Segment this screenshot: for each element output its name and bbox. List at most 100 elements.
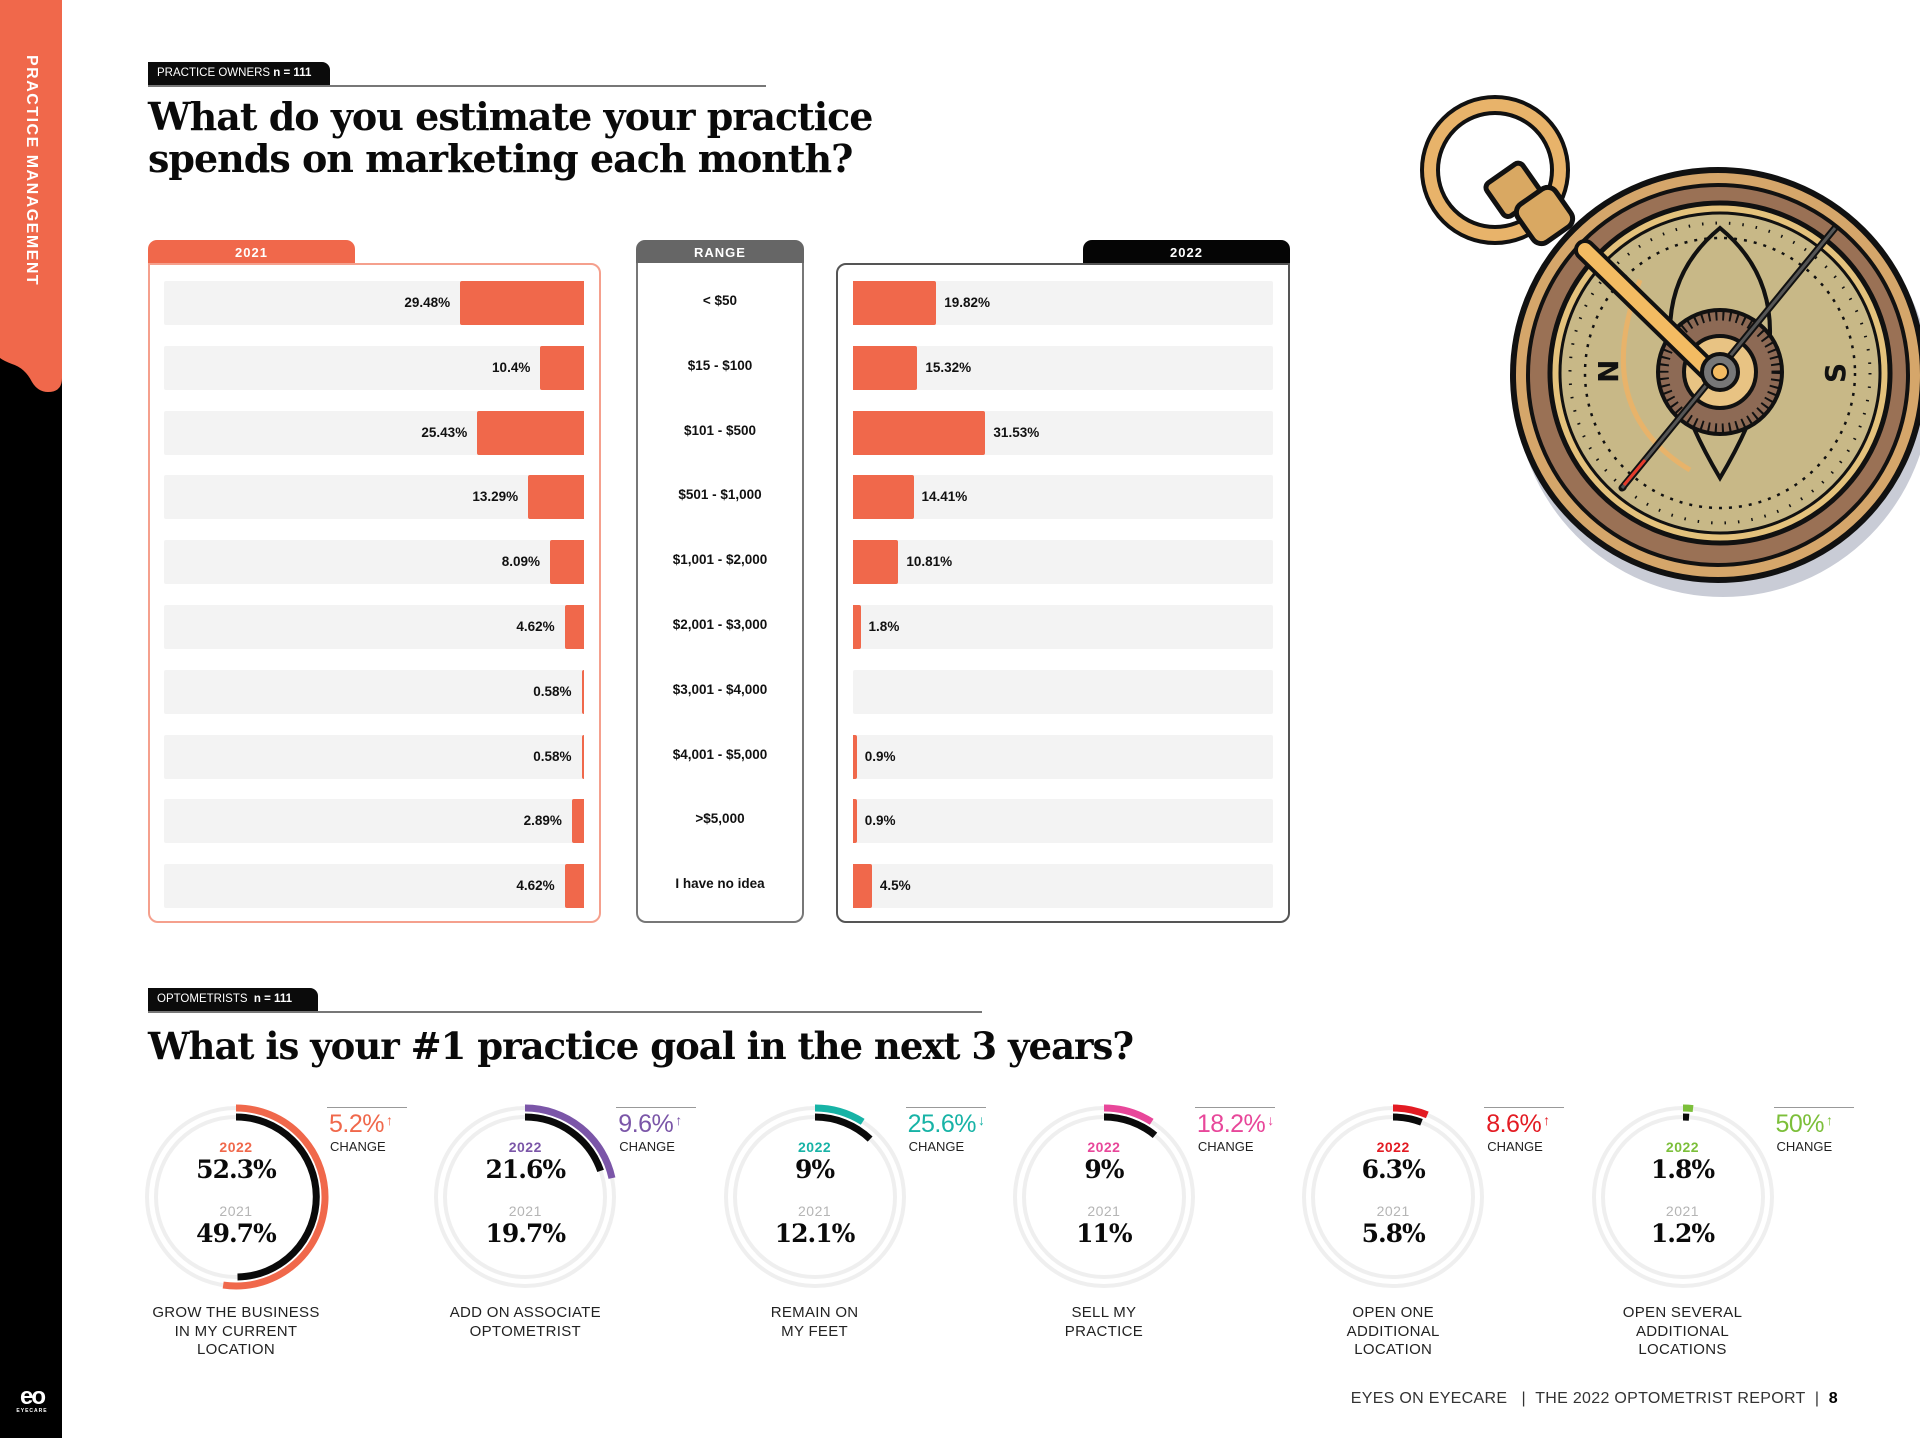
tag-n: n = 111 — [273, 67, 312, 79]
bar-track-2021: 25.43% — [164, 410, 584, 455]
section-rule — [148, 85, 766, 87]
change-value: 50% ↑ — [1775, 1110, 1834, 1139]
goal-donut: 2022 9% 2021 11% — [1004, 1097, 1204, 1297]
bar-2021 — [581, 734, 584, 779]
bar-track-2021: 10.4% — [164, 345, 584, 390]
footer-separator: | — [1814, 1390, 1820, 1407]
change-label: CHANGE — [1197, 1139, 1254, 1154]
change-percent: 8.6% — [1486, 1110, 1542, 1138]
value-2021: 12.1% — [774, 1219, 856, 1248]
goal-label: REMAIN ON MY FEET — [695, 1304, 935, 1341]
bar-label-2021: 4.62% — [516, 878, 555, 894]
year-2022-label: 2022 — [1665, 1139, 1700, 1155]
arc-2022 — [1393, 1104, 1429, 1119]
range-label: $3,001 - $4,000 — [672, 681, 768, 697]
goal-label-line: MY FEET — [781, 1322, 849, 1340]
value-2021: 19.7% — [485, 1219, 566, 1248]
change-percent: 25.6% — [907, 1110, 977, 1138]
year-2021-label: 2021 — [1376, 1203, 1410, 1219]
change-label: CHANGE — [908, 1139, 965, 1154]
bar-track-2021: 4.62% — [164, 605, 584, 649]
bar-label-2021: 8.09% — [501, 554, 541, 570]
bar-label-2021: 0.58% — [533, 748, 572, 764]
bar-label-2022: 0.9% — [864, 748, 896, 764]
arc-2022 — [525, 1104, 616, 1179]
bar-label-2021: 13.29% — [472, 489, 519, 505]
arc-2021 — [1393, 1113, 1423, 1126]
goal-label: SELL MY PRACTICE — [984, 1304, 1224, 1341]
change-rule — [1773, 1107, 1854, 1108]
tab-2021: 2021 — [148, 240, 355, 263]
year-2021-label: 2021 — [798, 1203, 832, 1219]
arrow-up-icon: ↑ — [1543, 1112, 1550, 1128]
donut-svg — [723, 1104, 906, 1288]
arc-2021 — [1103, 1113, 1158, 1139]
arrow-up-icon: ↑ — [385, 1112, 393, 1128]
change-label: CHANGE — [1776, 1139, 1833, 1154]
bar-2022 — [853, 410, 986, 455]
goal-label-line: OPTOMETRIST — [469, 1322, 581, 1340]
section-tag-optometrists: OPTOMETRISTS n = 111 — [148, 988, 318, 1011]
range-label: $2,001 - $3,000 — [672, 617, 768, 632]
bar-label-2022: 0.9% — [864, 813, 896, 829]
compass-s-letter: S — [1819, 363, 1852, 383]
panel-2021: 29.48% 10.4% 25.43% 13.29% 8.09% 4.62% 0.58% 0.… — [148, 263, 601, 923]
bar-track-2021: 8.09% — [164, 540, 584, 585]
value-2022: 52.3% — [196, 1155, 277, 1184]
goal-label-line: OPEN ONE — [1352, 1304, 1434, 1321]
bar-label-2022: 4.5% — [879, 878, 911, 894]
bar-label-2022: 14.41% — [921, 489, 968, 505]
logo-subtext: EYECARE — [16, 1408, 48, 1414]
arrow-down-icon: ↓ — [977, 1112, 985, 1128]
sidebar: PRACTICE MANAGEMENT eo EYECARE — [0, 0, 62, 1438]
bar-track-2021: 0.58% — [164, 669, 584, 714]
range-label: $501 - $1,000 — [678, 487, 762, 503]
change-percent: 50% — [1775, 1110, 1825, 1138]
change-percent: 9.6% — [618, 1110, 674, 1138]
bar-2021 — [460, 281, 584, 325]
value-2022: 6.3% — [1361, 1155, 1426, 1184]
bar-label-2022: 10.81% — [906, 554, 953, 570]
arc-2022 — [1682, 1104, 1693, 1113]
arrow-up-icon: ↑ — [1826, 1112, 1833, 1128]
bar-2021 — [571, 799, 584, 844]
range-label: >$5,000 — [695, 811, 745, 827]
change-percent: 5.2% — [329, 1110, 384, 1138]
bar-track-2021: 4.62% — [164, 864, 584, 909]
goal-label-line: REMAIN ON — [770, 1304, 859, 1321]
arc-2022 — [222, 1104, 329, 1290]
arc-2021 — [235, 1113, 320, 1281]
change-rule — [1194, 1107, 1275, 1108]
goal-label-line: GROW THE BUSINESS — [152, 1304, 320, 1321]
value-2022: 9% — [795, 1155, 835, 1184]
goal-label-line: PRACTICE — [1064, 1322, 1144, 1340]
value-2021: 5.8% — [1361, 1219, 1426, 1248]
goal-label: OPEN SEVERAL ADDITIONAL LOCATIONS — [1563, 1304, 1803, 1360]
donut-track-outer — [1302, 1106, 1485, 1288]
bar-label-2021: 4.62% — [516, 619, 555, 634]
year-2022-label: 2022 — [508, 1139, 542, 1155]
tab-2022: 2022 — [1083, 240, 1290, 263]
donut-svg — [145, 1104, 329, 1290]
value-2021: 1.2% — [1650, 1219, 1715, 1248]
bar-2021 — [564, 864, 584, 909]
goal-label-line: ADDITIONAL — [1635, 1322, 1729, 1340]
page-footer: EYES ON EYECARE | THE 2022 OPTOMETRIST R… — [1351, 1390, 1838, 1408]
change-rule — [905, 1107, 986, 1108]
goal-label-line: SELL MY — [1071, 1304, 1137, 1321]
bar-track-2022: 0.9% — [853, 734, 1273, 779]
goal-label: OPEN ONE ADDITIONAL LOCATION — [1273, 1304, 1513, 1360]
goal-label-line: ADDITIONAL — [1346, 1322, 1440, 1340]
goal-donut: 2022 6.3% 2021 5.8% — [1293, 1097, 1493, 1297]
year-2021-label: 2021 — [508, 1203, 542, 1219]
sidebar-orange-wave — [0, 0, 62, 392]
bar-2021 — [540, 345, 584, 390]
eyes-on-eyecare-logo: eo EYECARE — [12, 1385, 52, 1415]
year-2022-label: 2022 — [798, 1139, 832, 1155]
bar-2022 — [853, 734, 857, 779]
change-value: 9.6% ↑ — [618, 1110, 682, 1139]
year-2021-label: 2021 — [1087, 1203, 1121, 1219]
change-percent: 18.2% — [1196, 1110, 1266, 1138]
bar-2022 — [853, 540, 899, 585]
goal-label-line: IN MY CURRENT — [174, 1322, 298, 1340]
